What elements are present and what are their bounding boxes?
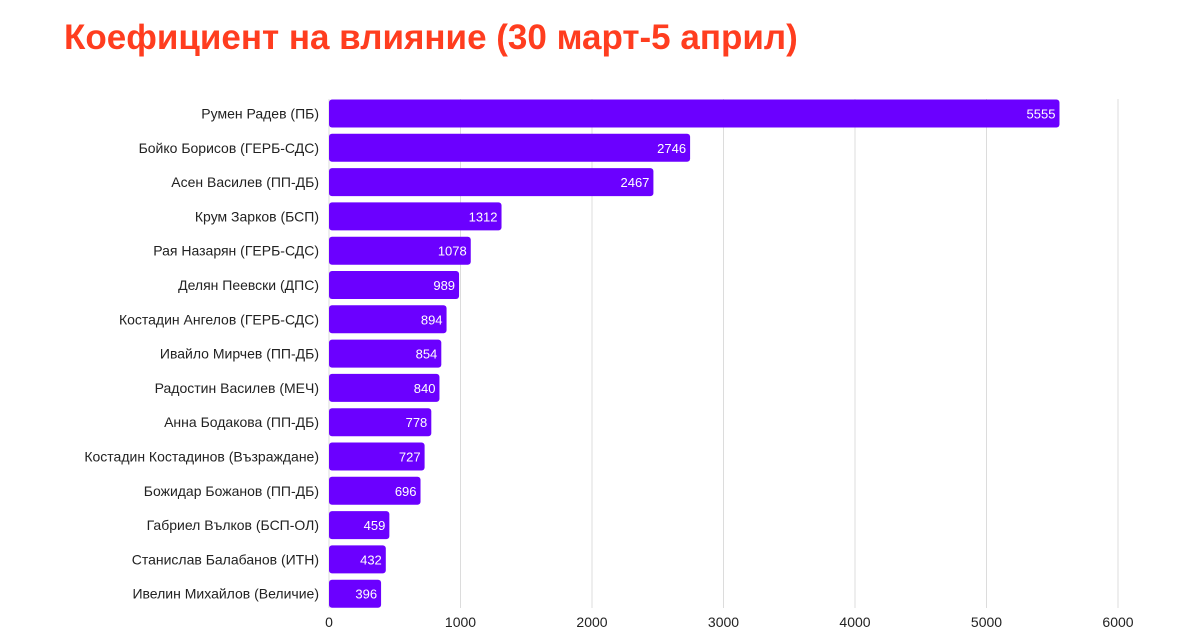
x-tick-label: 0 [325, 614, 333, 628]
bar-value-label: 396 [355, 587, 377, 602]
x-tick-labels: 0 1000 2000 3000 4000 5000 6000 [325, 614, 1134, 628]
bar-value-label: 432 [360, 552, 382, 567]
category-labels: Румен Радев (ПБ) Бойко Борисов (ГЕРБ-СДС)… [84, 106, 319, 602]
bar [329, 476, 421, 505]
category-label: Габриел Вълков (БСП-ОЛ) [147, 517, 319, 533]
x-tick-label: 1000 [445, 614, 476, 628]
x-tick-label: 6000 [1102, 614, 1133, 628]
bar-value-label: 1312 [469, 209, 498, 224]
category-label: Рая Назарян (ГЕРБ-СДС) [153, 243, 319, 259]
bar [329, 133, 691, 162]
bar-value-label: 854 [416, 347, 438, 362]
bar [329, 408, 432, 437]
category-label: Бойко Борисов (ГЕРБ-СДС) [139, 140, 319, 156]
bar-value-label: 727 [399, 450, 421, 465]
bar [329, 442, 425, 471]
bar-value-label: 840 [414, 381, 436, 396]
category-label: Делян Пеевски (ДПС) [178, 277, 319, 293]
bar-value-label: 989 [433, 278, 455, 293]
x-tick-label: 2000 [576, 614, 607, 628]
bar [329, 168, 654, 197]
category-label: Ивайло Мирчев (ПП-ДБ) [160, 346, 319, 362]
bar-value-label: 696 [395, 484, 417, 499]
category-label: Ивелин Михайлов (Величие) [132, 586, 319, 602]
chart-title: Коефициент на влияние (30 март-5 април) [64, 18, 798, 57]
bar-value-label: 2467 [620, 175, 649, 190]
bar [329, 271, 460, 299]
category-label: Румен Радев (ПБ) [201, 106, 319, 122]
category-label: Божидар Божанов (ПП-ДБ) [144, 483, 319, 499]
x-tick-label: 3000 [708, 614, 739, 628]
bars: 5555 2746 2467 1312 1078 989 894 854 840 778 727 69… [329, 99, 1060, 608]
bar-value-label: 1078 [438, 244, 467, 259]
bar [329, 373, 440, 402]
category-label: Костадин Костадинов (Възраждане) [84, 449, 319, 465]
bar [329, 305, 447, 334]
category-label: Асен Василев (ПП-ДБ) [171, 174, 319, 190]
bar-value-label: 894 [421, 312, 443, 327]
bar [329, 236, 471, 265]
bar [329, 511, 390, 540]
category-label: Крум Зарков (БСП) [195, 208, 319, 224]
bar [329, 579, 382, 608]
category-label: Радостин Василев (МЕЧ) [155, 380, 319, 396]
bar [329, 339, 442, 368]
bar [329, 99, 1060, 128]
category-label: Костадин Ангелов (ГЕРБ-СДС) [119, 311, 319, 327]
bar [329, 202, 502, 231]
category-label: Анна Бодакова (ПП-ДБ) [164, 414, 319, 430]
bar-value-label: 778 [406, 415, 428, 430]
bar-value-label: 2746 [657, 141, 686, 156]
bar [329, 545, 386, 574]
bar-value-label: 459 [364, 518, 386, 533]
x-tick-label: 5000 [971, 614, 1002, 628]
bar-value-label: 5555 [1027, 107, 1056, 122]
category-label: Станислав Балабанов (ИТН) [132, 551, 319, 567]
x-tick-label: 4000 [839, 614, 870, 628]
